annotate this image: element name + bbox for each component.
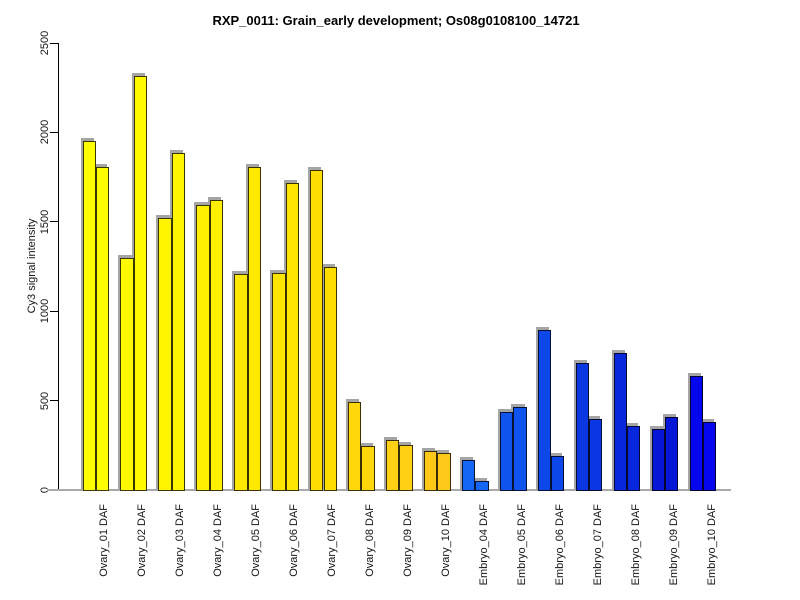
x-category-label: Ovary_04 DAF <box>212 504 225 577</box>
bar <box>158 218 172 491</box>
x-category-label: Embryo_07 DAF <box>591 504 604 586</box>
bar <box>361 446 375 491</box>
bar <box>171 153 185 491</box>
bar <box>462 459 476 491</box>
bar <box>475 481 489 491</box>
y-tick-mark <box>49 400 59 402</box>
y-tick-label: 1500 <box>39 209 51 235</box>
y-axis-line <box>58 44 60 491</box>
x-category-label: Embryo_10 DAF <box>705 504 718 586</box>
bar <box>272 272 286 491</box>
bar <box>651 429 666 491</box>
x-category-label: Embryo_04 DAF <box>477 504 490 586</box>
y-tick-label: 2500 <box>39 30 51 56</box>
y-axis-label: Cy3 signal intensity <box>26 218 38 314</box>
y-tick-label: 1000 <box>39 298 51 324</box>
x-category-label: Ovary_09 DAF <box>401 504 414 577</box>
x-category-label: Ovary_08 DAF <box>363 504 376 577</box>
bar <box>513 406 527 491</box>
bar <box>196 204 210 491</box>
y-tick-label: 2000 <box>39 120 51 145</box>
bar <box>323 266 337 491</box>
bar <box>499 412 514 491</box>
x-category-label: Ovary_07 DAF <box>326 504 338 577</box>
y-tick-mark <box>49 42 59 44</box>
bar <box>234 273 248 491</box>
x-category-label: Embryo_06 DAF <box>553 504 566 586</box>
bar <box>703 422 717 491</box>
bar <box>209 199 223 491</box>
x-category-label: Embryo_08 DAF <box>629 504 642 586</box>
chart-title: RXP_0011: Grain_early development; Os08g… <box>212 13 580 28</box>
y-tick-label: 500 <box>39 391 51 410</box>
bar <box>285 183 299 491</box>
y-tick-mark <box>49 131 59 134</box>
bar <box>575 363 590 491</box>
bar <box>247 167 261 491</box>
x-category-label: Ovary_05 DAF <box>250 504 263 577</box>
bar <box>386 440 400 491</box>
bar <box>399 444 413 491</box>
x-category-label: Embryo_09 DAF <box>667 504 680 586</box>
x-category-label: Embryo_05 DAF <box>515 504 528 586</box>
bar <box>437 452 451 491</box>
x-category-label: Ovary_01 DAF <box>98 504 111 577</box>
bar <box>133 76 148 491</box>
y-tick-mark <box>49 310 59 312</box>
bar <box>665 416 679 491</box>
bar <box>689 375 703 491</box>
bar <box>627 425 641 491</box>
bar <box>424 450 438 491</box>
bar <box>310 170 324 491</box>
bar <box>537 330 552 491</box>
bar <box>120 257 134 491</box>
x-category-label: Ovary_03 DAF <box>174 504 187 577</box>
bar <box>589 419 603 491</box>
x-category-label: Ovary_10 DAF <box>439 504 452 577</box>
y-tick-mark <box>49 221 59 223</box>
bar <box>348 402 362 491</box>
bar <box>95 167 110 491</box>
bar <box>551 456 565 491</box>
bar <box>613 353 628 491</box>
x-category-label: Ovary_06 DAF <box>288 504 301 577</box>
x-category-label: Ovary_02 DAF <box>136 504 149 577</box>
bar <box>82 140 96 491</box>
